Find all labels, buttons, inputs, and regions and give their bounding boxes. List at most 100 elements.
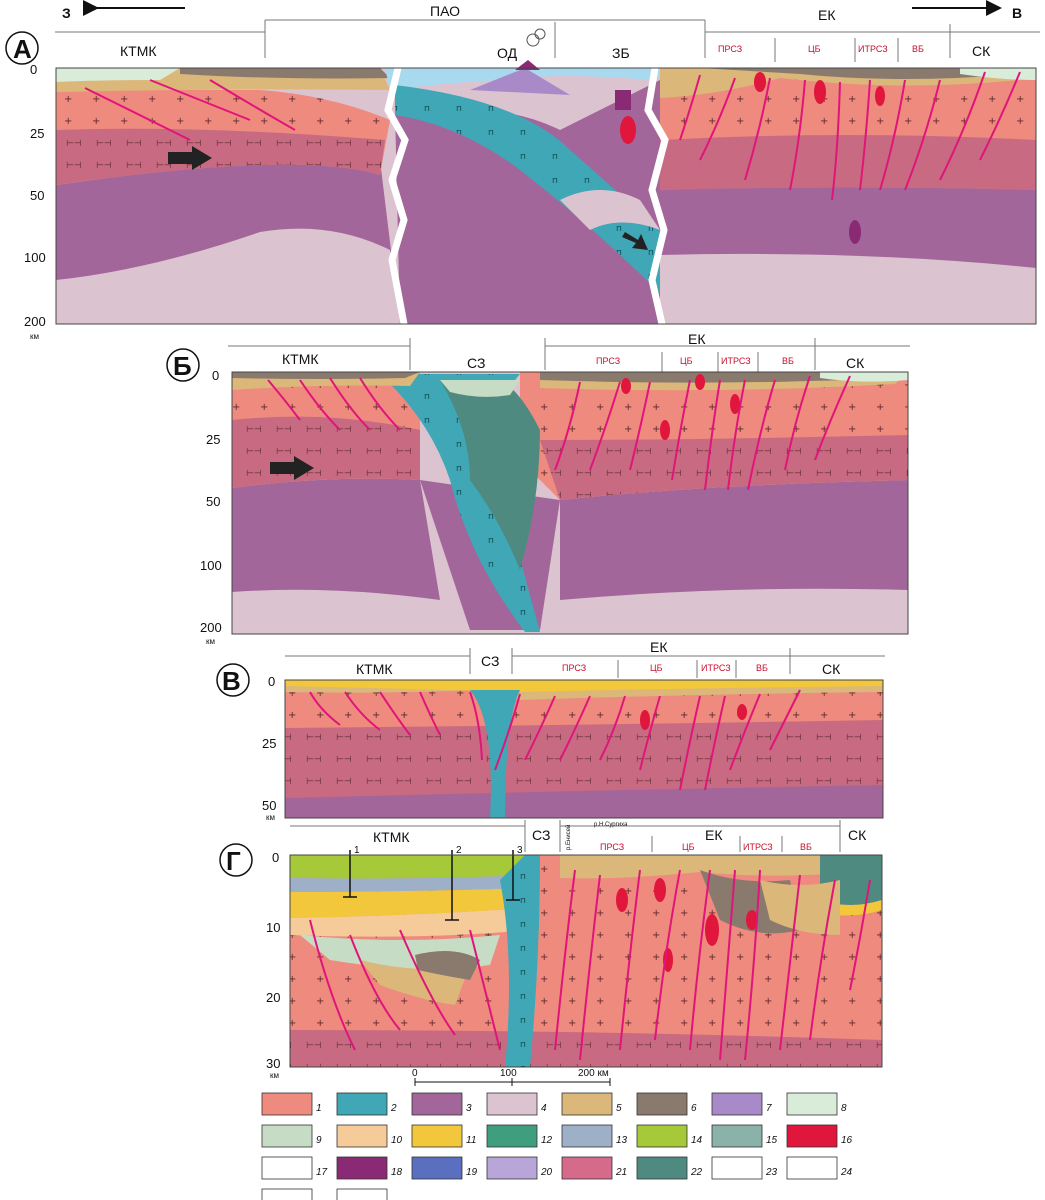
legend-item-4: 4 bbox=[486, 1092, 547, 1116]
legend-swatch-1 bbox=[261, 1092, 313, 1116]
legend-number-1: 1 bbox=[316, 1103, 322, 1114]
legend-item-10: 10 bbox=[336, 1124, 403, 1148]
label-tsb: ЦБ bbox=[682, 842, 695, 852]
legend-item-9: 9 bbox=[261, 1124, 322, 1148]
legend-swatch-10 bbox=[336, 1124, 388, 1148]
legend-item-20: 20 bbox=[486, 1156, 553, 1180]
label-zb: ЗБ bbox=[612, 45, 630, 61]
legend-swatch-9 bbox=[261, 1124, 313, 1148]
depth-unit: км bbox=[266, 813, 275, 822]
legend-swatch-18 bbox=[336, 1156, 388, 1180]
label-sk: СК bbox=[822, 661, 841, 677]
depth-200: 200 bbox=[200, 620, 222, 635]
legend-number-19: 19 bbox=[466, 1167, 478, 1178]
legend-item-19: 19 bbox=[411, 1156, 478, 1180]
legend-number-4: 4 bbox=[541, 1103, 547, 1114]
depth-20: 20 bbox=[266, 990, 280, 1005]
movement-arrow bbox=[168, 146, 212, 170]
legend-number-24: 24 bbox=[840, 1167, 853, 1178]
label-prsz: ПРСЗ bbox=[600, 842, 624, 852]
legend-item-5: 5 bbox=[561, 1092, 622, 1116]
legend-number-11: 11 bbox=[466, 1135, 476, 1146]
panel-a: З В А КТМК ПАО ОД ЗБ ЕК ПРСЗ ЦБ ИТРСЗ ВБ… bbox=[5, 0, 1040, 341]
legend-item-12: 12 bbox=[486, 1124, 553, 1148]
well-3: 3 bbox=[517, 845, 523, 856]
label-sz: СЗ bbox=[481, 653, 499, 669]
legend-swatch-21 bbox=[561, 1156, 613, 1180]
label-ek: ЕК bbox=[705, 827, 723, 843]
legend-item-7: 7 bbox=[711, 1092, 772, 1116]
scale-200: 200 км bbox=[578, 1068, 609, 1079]
legend-number-22: 22 bbox=[690, 1167, 703, 1178]
legend-swatch-14 bbox=[636, 1124, 688, 1148]
depth-10: 10 bbox=[266, 920, 280, 935]
legend-swatch-12 bbox=[486, 1124, 538, 1148]
legend-number-8: 8 bbox=[841, 1103, 847, 1114]
legend-swatch-25 bbox=[261, 1188, 313, 1200]
label-od: ОД bbox=[497, 45, 518, 61]
legend-item-8: 8 bbox=[786, 1092, 847, 1116]
faults-panel-a bbox=[84, 71, 1021, 201]
label-ktmk: КТМК bbox=[356, 661, 393, 677]
depth-0: 0 bbox=[212, 368, 219, 383]
panel-g: Г КТМК СЗ ЕК ПРСЗ ЦБ ИТРСЗ ВБ СК р.Енисе… bbox=[219, 820, 883, 1080]
legend-swatch-3 bbox=[411, 1092, 463, 1116]
faults-panel-g bbox=[309, 869, 871, 1061]
panel-v-letter: В bbox=[222, 666, 241, 696]
legend-swatch-20 bbox=[486, 1156, 538, 1180]
label-vb: ВБ bbox=[782, 356, 794, 366]
legend-swatch-16 bbox=[786, 1124, 838, 1148]
depth-0: 0 bbox=[30, 62, 37, 77]
legend-item-16: 16 bbox=[786, 1124, 853, 1148]
label-ktmk: КТМК bbox=[282, 351, 319, 367]
panel-b: Б КТМК СЗ ЕК ПРСЗ ЦБ ИТРСЗ ВБ СК bbox=[166, 331, 910, 646]
legend-number-2: 2 bbox=[390, 1103, 397, 1114]
legend-swatch-6 bbox=[636, 1092, 688, 1116]
legend-swatch-2 bbox=[336, 1092, 388, 1116]
east-label: В bbox=[1012, 5, 1022, 21]
legend-swatch-19 bbox=[411, 1156, 463, 1180]
scale-0: 0 bbox=[412, 1068, 418, 1079]
legend-item-21: 21 bbox=[561, 1156, 627, 1180]
panel-g-letter: Г bbox=[226, 846, 241, 876]
label-ek: ЕК bbox=[688, 331, 706, 347]
river-yenisei: р.Енисей bbox=[565, 825, 572, 850]
label-itrsz: ИТРСЗ bbox=[701, 663, 731, 673]
label-sk: СК bbox=[848, 827, 867, 843]
legend-swatch-5 bbox=[561, 1092, 613, 1116]
depth-0: 0 bbox=[268, 674, 275, 689]
depth-30: 30 bbox=[266, 1056, 280, 1071]
label-ek: ЕК bbox=[818, 7, 836, 23]
well-markers bbox=[343, 850, 520, 921]
legend-number-6: 6 bbox=[691, 1103, 697, 1114]
label-itrsz: ИТРСЗ bbox=[743, 842, 773, 852]
legend-item-6: 6 bbox=[636, 1092, 697, 1116]
legend-swatch-4 bbox=[486, 1092, 538, 1116]
label-sk: СК bbox=[846, 355, 865, 371]
legend-number-15: 15 bbox=[766, 1135, 778, 1146]
legend-number-17: 17 bbox=[316, 1167, 328, 1178]
ocean-water bbox=[385, 68, 690, 90]
label-sz: СЗ bbox=[467, 355, 485, 371]
legend-number-16: 16 bbox=[841, 1135, 853, 1146]
legend-number-5: 5 bbox=[616, 1103, 622, 1114]
faults-panel-b bbox=[267, 375, 851, 491]
legend-item-13: 13 bbox=[561, 1124, 628, 1148]
legend-swatch-23 bbox=[711, 1156, 763, 1180]
legend-item-14: 14 bbox=[636, 1124, 703, 1148]
legend-number-21: 21 bbox=[615, 1167, 627, 1178]
legend-number-10: 10 bbox=[391, 1135, 403, 1146]
legend-number-3: 3 bbox=[466, 1103, 472, 1114]
depth-25: 25 bbox=[206, 432, 220, 447]
legend-swatch-22 bbox=[636, 1156, 688, 1180]
legend-number-23: 23 bbox=[765, 1167, 778, 1178]
legend-item-2: 2 bbox=[336, 1092, 397, 1116]
depth-50: 50 bbox=[206, 494, 220, 509]
legend-swatch-17 bbox=[261, 1156, 313, 1180]
river-n-surgikha: р.Н.Сургиха bbox=[594, 822, 628, 828]
legend-number-7: 7 bbox=[766, 1103, 772, 1114]
legend-item-1: 1 bbox=[261, 1092, 322, 1116]
legend-number-14: 14 bbox=[691, 1135, 703, 1146]
legend-item-18: 18 bbox=[336, 1156, 403, 1180]
